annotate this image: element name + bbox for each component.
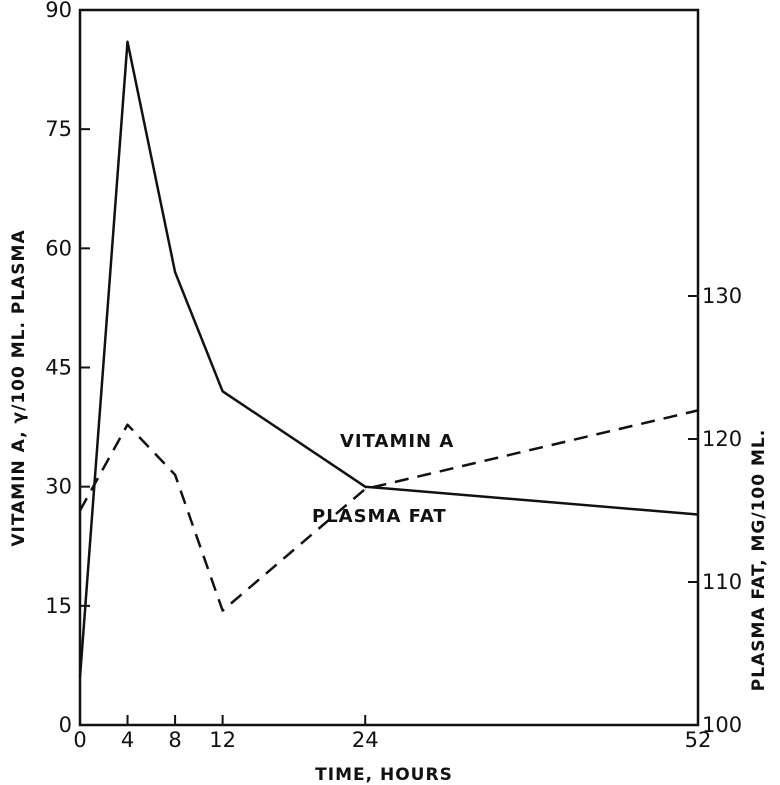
x-tick-label: 0 [73, 728, 86, 752]
y-axis-left-title: VITAMIN A, γ/100 ML. PLASMA [9, 229, 29, 546]
y-left-tick-label: 15 [45, 594, 72, 618]
y-right-tick-label: 110 [702, 570, 742, 594]
axes: 0 15 30 45 60 75 90 100 110 120 130 0 4 8 12 24 52 [45, 0, 742, 752]
x-tick-label: 4 [121, 728, 134, 752]
y-right-tick-label: 100 [702, 713, 742, 737]
x-tick-label: 8 [168, 728, 181, 752]
labels: VITAMIN A PLASMA FAT TIME, HOURS VITAMIN… [9, 229, 769, 785]
y-left-tick-label: 30 [45, 475, 72, 499]
data-point [174, 271, 176, 273]
x-tick-label: 52 [685, 728, 712, 752]
data-point [79, 510, 81, 511]
data-point [364, 488, 366, 490]
y-right-tick-label: 120 [702, 427, 742, 451]
series-line-vitamin-a [78, 40, 699, 678]
data-point [222, 610, 224, 612]
data-point [174, 474, 176, 476]
y-left-tick-label: 60 [45, 236, 72, 260]
series-label-plasma-fat: PLASMA FAT [312, 506, 447, 527]
data-point [364, 486, 366, 488]
plot-frame [78, 8, 700, 727]
data-point [697, 513, 699, 515]
y-left-tick-label: 45 [45, 356, 72, 380]
y-left-tick-label: 75 [45, 117, 72, 141]
data-point [127, 41, 129, 43]
y-axis-right-title: PLASMA FAT, MG/100 ML. [749, 429, 769, 691]
data-point [222, 390, 224, 392]
data-point [697, 409, 699, 411]
series-line-plasma-fat [78, 409, 699, 612]
y-left-tick-label: 90 [45, 0, 72, 22]
y-right-tick-label: 130 [702, 284, 742, 308]
x-tick-label: 24 [352, 728, 379, 752]
x-axis-title: TIME, HOURS [315, 765, 453, 785]
series-label-vitamin-a: VITAMIN A [340, 431, 454, 452]
series-layer [78, 40, 699, 678]
data-point [127, 424, 129, 426]
x-tick-label: 12 [209, 728, 236, 752]
y-left-tick-label: 0 [59, 713, 72, 737]
data-point [79, 676, 81, 678]
